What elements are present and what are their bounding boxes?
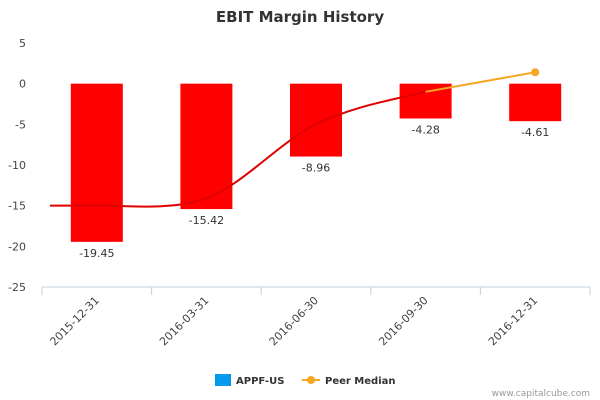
bar-data-label: -15.42	[189, 214, 224, 227]
legend-item-appf[interactable]: APPF-US	[215, 374, 284, 387]
legend-marker-peer-median	[307, 376, 315, 384]
x-tick-label: 2016-03-31	[157, 294, 211, 348]
y-tick-label: -20	[8, 240, 26, 253]
bar-series-appf	[70, 83, 562, 242]
legend-item-peer-median[interactable]: Peer Median	[302, 376, 396, 387]
line-series-peer-median	[50, 68, 540, 208]
bar-2015-12-31[interactable]	[70, 83, 123, 242]
x-axis: 2015-12-31 2016-03-31 2016-06-30 2016-09-30…	[41, 287, 591, 348]
y-tick-label: -10	[8, 159, 26, 172]
x-tick-label: 2016-06-30	[267, 294, 321, 348]
peer-median-line	[50, 90, 426, 208]
y-tick-label: 0	[19, 78, 26, 91]
x-tick-label: 2016-12-31	[486, 294, 540, 348]
y-tick-label: -5	[15, 118, 26, 131]
chart-title: EBIT Margin History	[216, 8, 384, 26]
legend-label-peer-median: Peer Median	[325, 376, 396, 387]
y-tick-label: -25	[8, 281, 26, 294]
x-tick-label: 2016-09-30	[376, 294, 430, 348]
y-tick-label: -15	[8, 200, 26, 213]
legend-swatch-appf	[215, 374, 231, 386]
bar-data-label: -4.28	[411, 123, 439, 136]
credit-text[interactable]: www.capitalcube.com	[492, 389, 590, 399]
y-axis: -25 -20 -15 -10 -5 0 5	[8, 37, 26, 294]
bar-data-label: -8.96	[302, 162, 330, 175]
bar-data-label: -19.45	[79, 247, 114, 260]
legend-label-appf: APPF-US	[236, 376, 284, 387]
bar-data-labels: -19.45 -15.42 -8.96 -4.28 -4.61	[79, 123, 549, 259]
bar-2016-06-30[interactable]	[290, 83, 342, 157]
peer-median-marker[interactable]	[531, 68, 540, 77]
peer-median-line-latest	[425, 71, 536, 93]
x-tick-label: 2015-12-31	[48, 294, 102, 348]
bar-2016-03-31[interactable]	[180, 83, 233, 210]
bar-data-label: -4.61	[521, 126, 549, 139]
legend: APPF-US Peer Median	[215, 374, 396, 387]
bar-2016-12-31[interactable]	[509, 83, 562, 122]
y-tick-label: 5	[19, 37, 26, 50]
